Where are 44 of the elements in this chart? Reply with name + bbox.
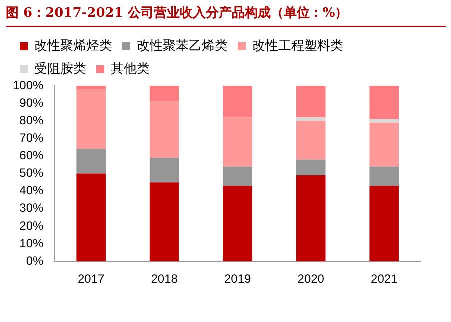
bar [76,86,106,90]
bar [223,86,252,118]
y-tick-label: 80% [20,113,44,128]
y-tick-label: 60% [20,148,44,163]
y-tick-label: 100% [12,78,44,92]
y-tick-label: 50% [20,166,44,180]
legend-label: 改性工程塑料类 [252,38,344,54]
bar [296,121,326,160]
bar [296,176,326,262]
x-tick-label: 2017 [78,272,105,286]
bar [76,90,106,150]
bar [370,119,400,123]
y-tick-label: 20% [20,218,44,233]
x-tick-label: 2021 [371,272,398,286]
chart-title: 图 6：2017-2021 公司营业收入分产品构成（单位：%） [6,4,446,27]
x-tick-label: 2020 [298,272,325,286]
bar [370,86,400,120]
bar [150,158,180,183]
y-tick-label: 10% [20,236,44,250]
bar [223,166,252,186]
bar [150,102,180,158]
bar [370,186,400,262]
y-tick-label: 70% [20,130,44,145]
bar [296,118,326,122]
bar [370,122,400,167]
bar [296,160,326,176]
legend-label: 受阻胺类 [34,61,86,76]
bar [76,149,106,174]
x-tick-label: 2018 [151,272,178,286]
bar [296,86,326,118]
y-tick-label: 40% [20,184,44,198]
bar [150,86,180,102]
bar [76,174,106,262]
legend-label: 改性聚苯乙烯类 [137,38,228,54]
bar [150,182,180,262]
y-tick-label: 90% [20,96,44,110]
bar [223,118,252,167]
legend-label: 其他类 [111,61,150,76]
legend-label: 改性聚烯烃类 [34,38,112,54]
x-tick-label: 2019 [224,272,252,286]
bar [370,166,400,186]
y-tick-label: 0% [26,254,44,268]
y-tick-label: 30% [20,201,44,216]
bar [223,186,252,262]
